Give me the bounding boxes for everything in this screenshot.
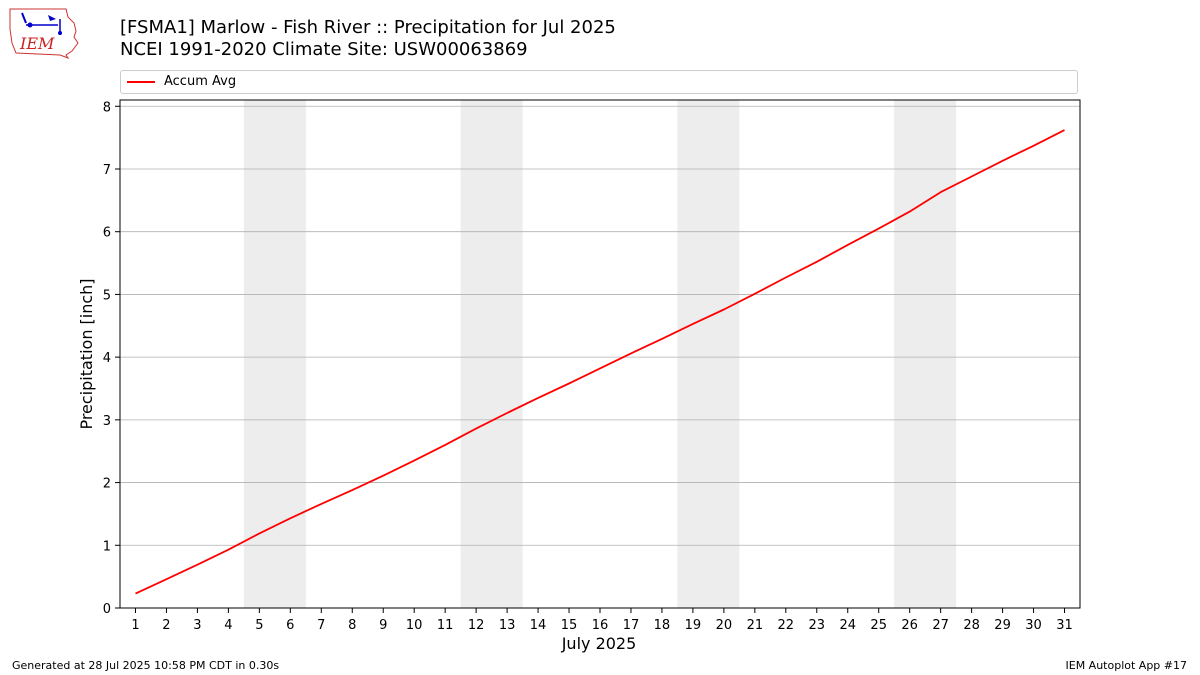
y-tick-label: 1 — [103, 539, 111, 554]
x-tick-label: 17 — [623, 618, 640, 633]
x-tick-label: 23 — [809, 618, 826, 633]
x-tick-label: 4 — [224, 618, 232, 633]
iem-logo-icon: IEM — [9, 8, 79, 59]
x-tick-label: 14 — [530, 618, 547, 633]
x-tick-label: 24 — [839, 618, 856, 633]
legend-label-accum-avg: Accum Avg — [164, 74, 237, 89]
chart-subtitle: NCEI 1991-2020 Climate Site: USW00063869 — [120, 39, 528, 60]
x-tick-label: 2 — [162, 618, 170, 633]
y-tick-label: 8 — [103, 100, 111, 115]
weekend-band-2 — [460, 100, 523, 608]
y-axis-label: Precipitation [inch] — [77, 278, 96, 429]
x-tick-label: 18 — [654, 618, 671, 633]
series-layer — [135, 129, 1065, 595]
weekend-band-3 — [677, 100, 740, 608]
chart-title: [FSMA1] Marlow - Fish River :: Precipita… — [120, 17, 616, 38]
weekend-band-1 — [243, 100, 306, 608]
x-tick-label: 28 — [963, 618, 980, 633]
x-tick-label: 6 — [286, 618, 294, 633]
x-tick-label: 8 — [348, 618, 356, 633]
generated-timestamp: Generated at 28 Jul 2025 10:58 PM CDT in… — [12, 659, 280, 672]
x-tick-label: 3 — [193, 618, 201, 633]
x-axis-label: July 2025 — [561, 634, 637, 653]
x-tick-label: 25 — [870, 618, 887, 633]
y-tick-label: 5 — [103, 288, 111, 303]
legend-swatch-accum-avg — [127, 81, 155, 83]
y-axis: 0 1 2 3 4 5 6 7 8 — [103, 100, 120, 617]
x-tick-label: 12 — [468, 618, 485, 633]
legend: Accum Avg — [120, 70, 1078, 94]
x-tick-label: 10 — [406, 618, 423, 633]
y-tick-label: 3 — [103, 414, 111, 429]
y-tick-label: 7 — [103, 163, 111, 178]
x-tick-label: 1 — [131, 618, 139, 633]
x-tick-label: 26 — [901, 618, 918, 633]
x-tick-label: 21 — [747, 618, 764, 633]
x-tick-label: 31 — [1056, 618, 1073, 633]
x-tick-label: 27 — [932, 618, 949, 633]
x-tick-label: 15 — [561, 618, 578, 633]
x-tick-label: 5 — [255, 618, 263, 633]
x-tick-label: 13 — [499, 618, 516, 633]
x-tick-label: 29 — [994, 618, 1011, 633]
app-label: IEM Autoplot App #17 — [1065, 659, 1188, 672]
series-line-accum-avg — [135, 129, 1065, 595]
y-tick-label: 6 — [103, 226, 111, 241]
x-tick-label: 9 — [379, 618, 387, 633]
x-tick-label: 30 — [1025, 618, 1042, 633]
iem-logo-text: IEM — [19, 34, 55, 53]
x-tick-label: 11 — [437, 618, 454, 633]
x-tick-label: 19 — [685, 618, 702, 633]
weekend-shading-layer — [243, 100, 957, 608]
x-tick-label: 16 — [592, 618, 609, 633]
weekend-band-4 — [894, 100, 957, 608]
x-axis: 1 2 3 4 5 6 7 8 9 10 11 12 13 14 15 16 17 18 19 20 21 22 23 24 2… — [131, 608, 1073, 633]
x-tick-label: 22 — [778, 618, 795, 633]
y-tick-label: 4 — [103, 351, 111, 366]
y-tick-label: 2 — [103, 477, 111, 492]
x-tick-label: 7 — [317, 618, 325, 633]
x-tick-label: 20 — [716, 618, 733, 633]
y-tick-label: 0 — [103, 602, 111, 617]
